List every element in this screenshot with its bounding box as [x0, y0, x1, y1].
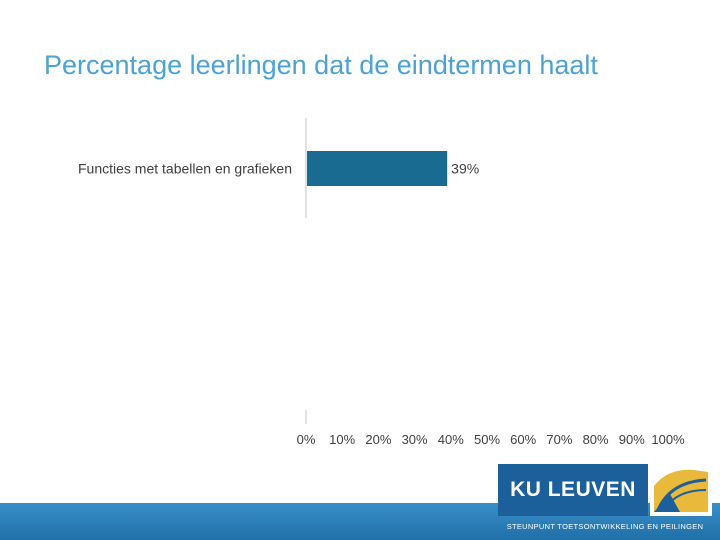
ku-leuven-logo: KU LEUVEN: [498, 464, 648, 516]
data-label: 39%: [451, 161, 479, 177]
x-tick-label: 20%: [365, 432, 391, 447]
category-label: Functies met tabellen en grafieken: [78, 161, 292, 177]
x-tick-label: 30%: [402, 432, 428, 447]
x-tick-label: 90%: [619, 432, 645, 447]
x-tick-label: 10%: [329, 432, 355, 447]
x-tick-label: 70%: [546, 432, 572, 447]
bar: [307, 151, 448, 186]
x-tick-label: 80%: [583, 432, 609, 447]
logo-text: KU LEUVEN: [510, 478, 636, 501]
x-tick-label: 50%: [474, 432, 500, 447]
x-tick-label: 100%: [651, 432, 685, 447]
logo-emblem-icon: [650, 464, 712, 516]
x-tick-label: 0%: [297, 432, 316, 447]
footer-tagline: STEUNPUNT TOETSONTWIKKELING EN PEILINGEN: [506, 522, 704, 531]
chart-title: Percentage leerlingen dat de eindtermen …: [44, 50, 598, 80]
x-tick-label: 40%: [438, 432, 464, 447]
x-tick-label: 60%: [510, 432, 536, 447]
